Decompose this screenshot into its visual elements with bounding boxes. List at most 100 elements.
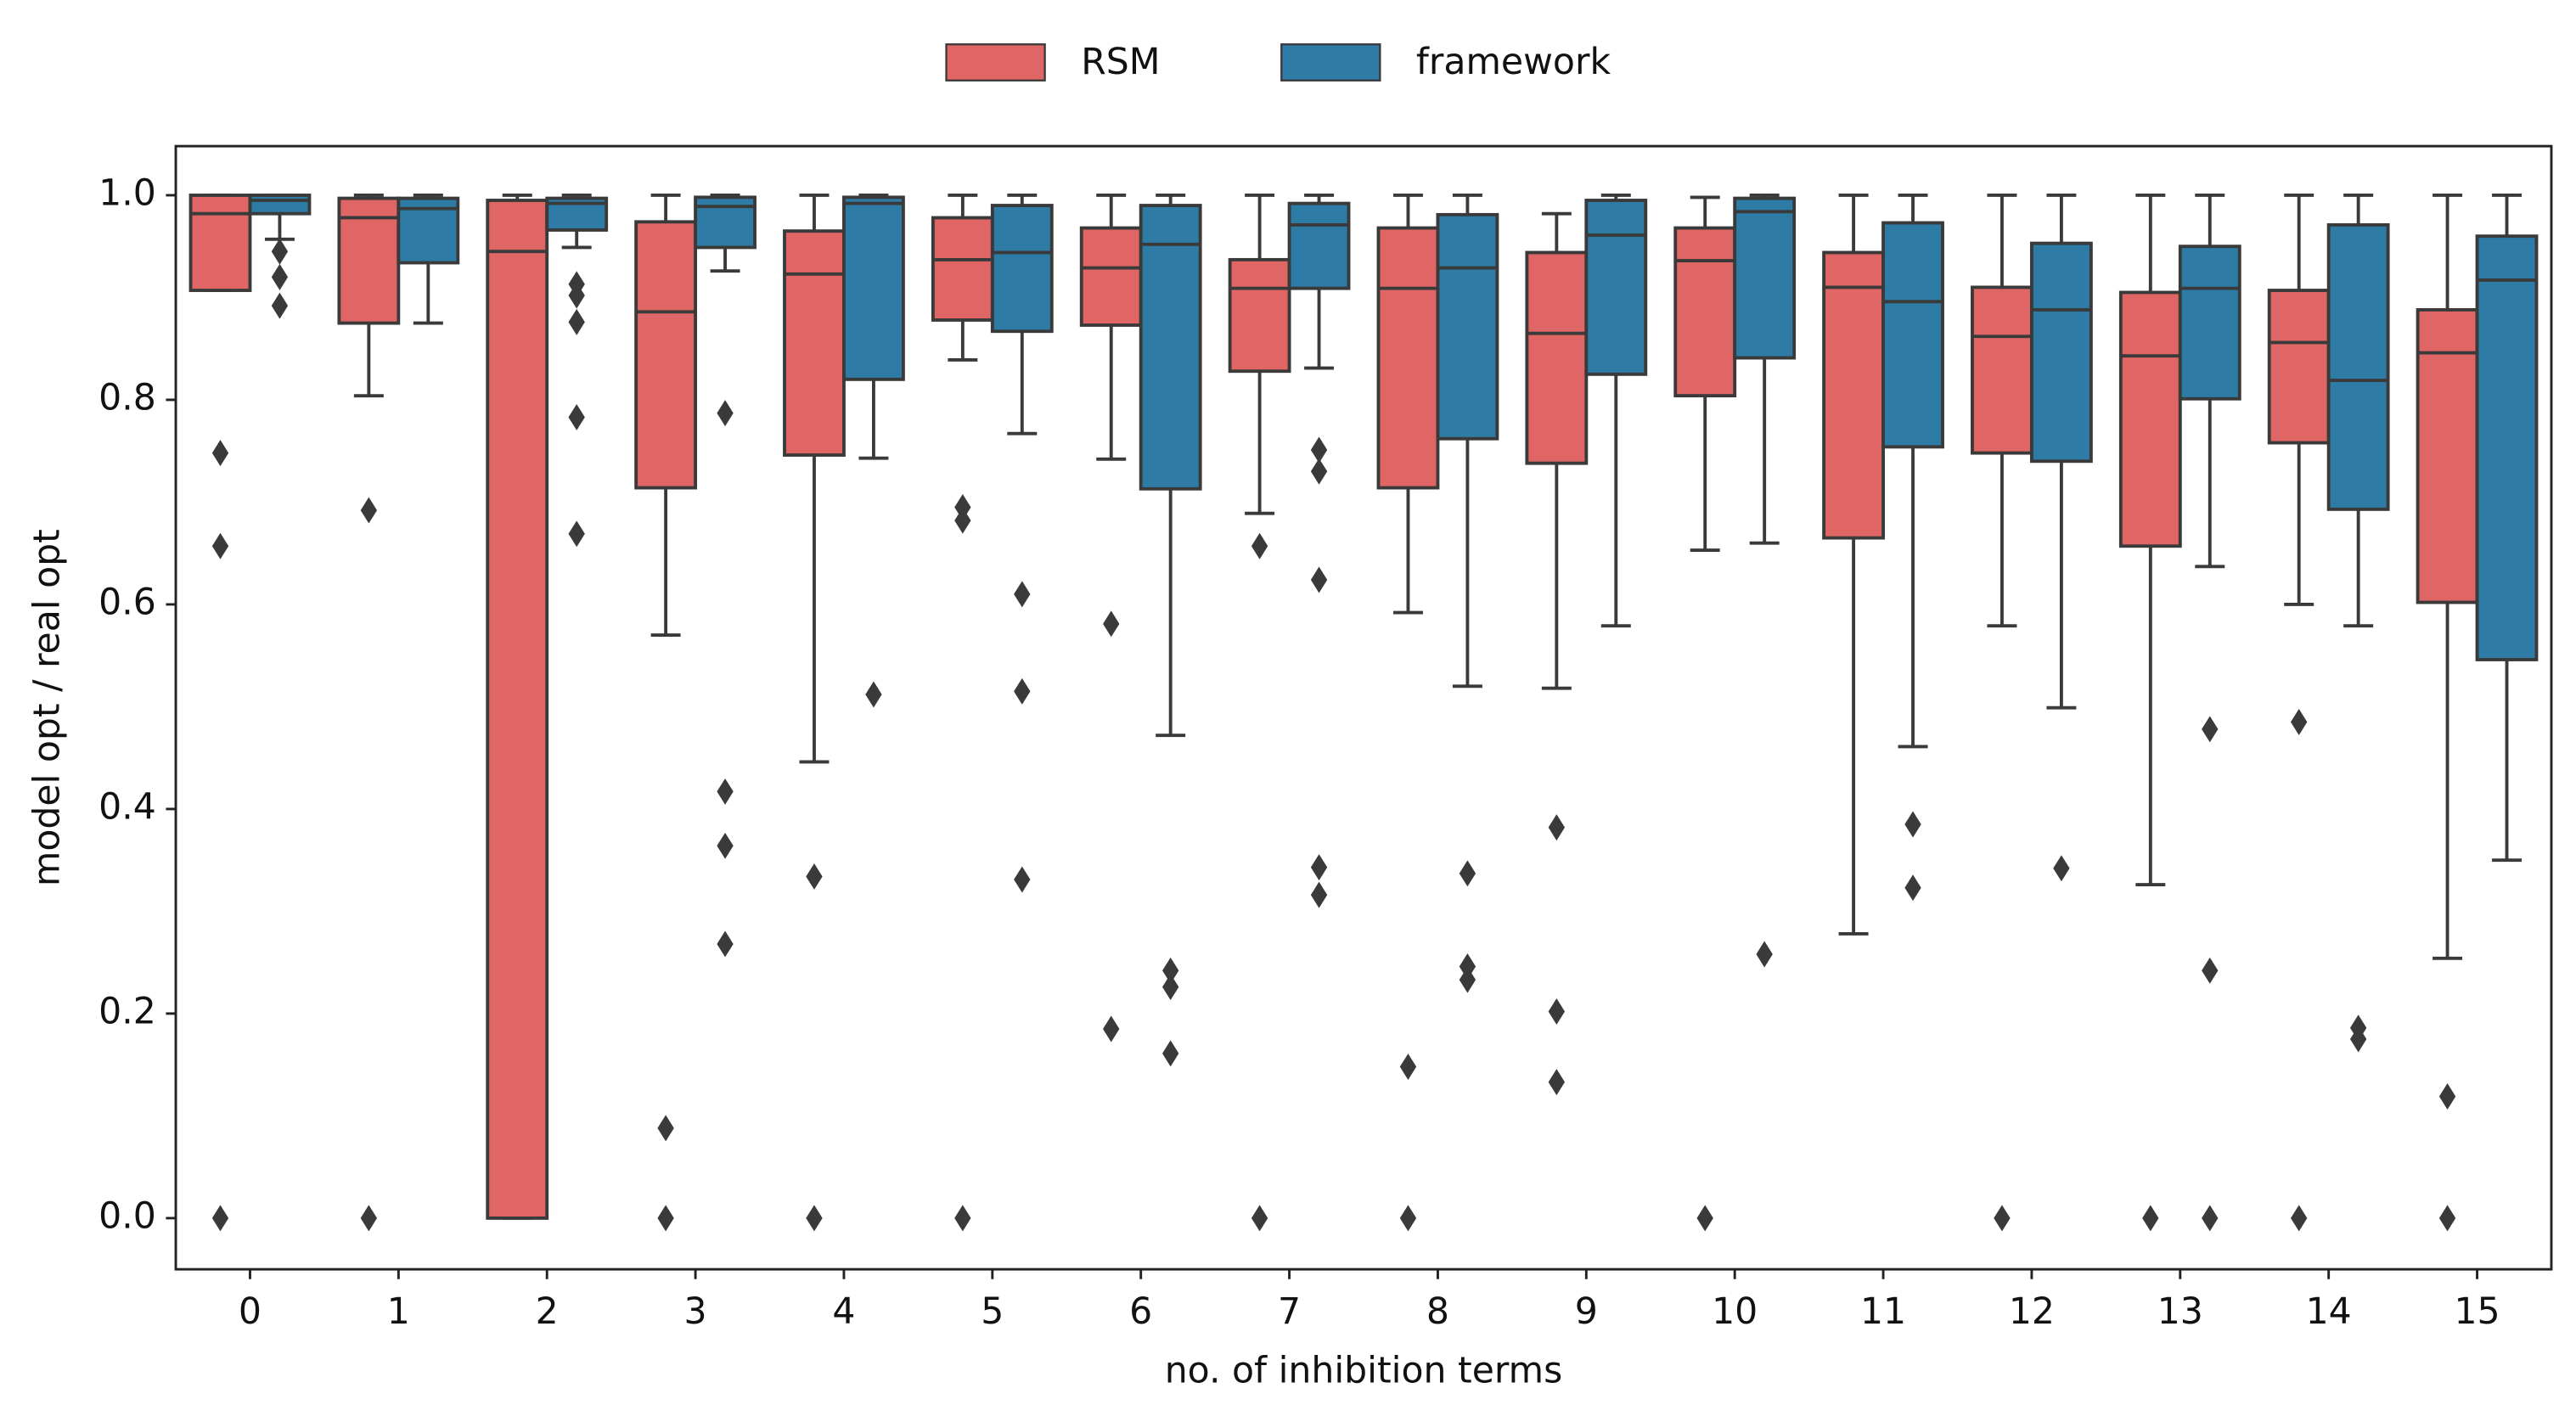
y-tick-label: 0.6 bbox=[98, 581, 156, 623]
box bbox=[188, 194, 252, 292]
flier bbox=[657, 1205, 674, 1232]
box bbox=[842, 195, 905, 381]
flier bbox=[1310, 566, 1328, 593]
flier bbox=[657, 1115, 674, 1142]
x-tick-label: 6 bbox=[1129, 1290, 1152, 1333]
flier bbox=[568, 308, 585, 335]
flier bbox=[717, 930, 734, 958]
flier bbox=[1162, 1040, 1179, 1067]
y-axis-label: model opt / real opt bbox=[26, 529, 69, 886]
flier bbox=[1251, 1205, 1268, 1232]
plot-frame bbox=[174, 144, 2553, 1271]
y-tick-label: 0.4 bbox=[98, 785, 156, 828]
box bbox=[1822, 250, 1885, 540]
flier bbox=[271, 263, 289, 290]
flier bbox=[1162, 974, 1179, 1001]
flier bbox=[717, 400, 734, 427]
box bbox=[1584, 199, 1648, 376]
box bbox=[1228, 257, 1291, 374]
flier bbox=[1310, 854, 1328, 881]
flier bbox=[2202, 957, 2219, 984]
flier bbox=[2291, 1205, 2308, 1232]
flier bbox=[211, 1205, 229, 1232]
box bbox=[783, 229, 846, 457]
box bbox=[1139, 204, 1202, 491]
box bbox=[2178, 244, 2241, 401]
legend-label: framework bbox=[1416, 41, 1611, 83]
flier bbox=[2142, 1205, 2159, 1232]
flier bbox=[1904, 874, 1921, 902]
box bbox=[694, 195, 756, 250]
x-tick-label: 9 bbox=[1575, 1290, 1598, 1333]
flier bbox=[954, 1205, 971, 1232]
flier bbox=[806, 863, 823, 890]
flier bbox=[1459, 860, 1476, 887]
flier bbox=[1756, 941, 1773, 968]
box bbox=[1525, 250, 1589, 465]
y-tick-label: 0.2 bbox=[98, 990, 156, 1032]
y-tick-label: 0.0 bbox=[98, 1194, 156, 1237]
flier bbox=[1459, 953, 1476, 980]
box bbox=[2326, 222, 2390, 511]
box bbox=[1673, 226, 1737, 398]
legend-swatch bbox=[1280, 43, 1381, 81]
x-axis-label: no. of inhibition terms bbox=[1165, 1349, 1563, 1391]
flier bbox=[2202, 1205, 2219, 1232]
x-tick-label: 15 bbox=[2454, 1290, 2500, 1333]
box bbox=[1971, 285, 2033, 455]
box bbox=[1733, 196, 1797, 360]
flier bbox=[1014, 677, 1031, 705]
x-tick-label: 7 bbox=[1278, 1290, 1301, 1333]
flier bbox=[1310, 881, 1328, 908]
flier bbox=[1103, 610, 1120, 638]
flier bbox=[1251, 532, 1268, 559]
flier bbox=[1014, 581, 1031, 608]
flier bbox=[1310, 436, 1328, 464]
flier bbox=[2438, 1205, 2456, 1232]
box bbox=[931, 216, 994, 322]
box bbox=[486, 199, 549, 1220]
flier bbox=[717, 832, 734, 859]
flier bbox=[865, 681, 882, 708]
flier bbox=[1162, 957, 1179, 984]
flier bbox=[1103, 1015, 1120, 1043]
flier bbox=[211, 440, 229, 467]
box bbox=[1079, 226, 1143, 327]
x-tick-label: 10 bbox=[1712, 1290, 1758, 1333]
box bbox=[634, 220, 698, 490]
legend-label: RSM bbox=[1081, 41, 1160, 83]
flier bbox=[1014, 866, 1031, 893]
flier bbox=[1904, 811, 1921, 838]
flier bbox=[360, 1205, 378, 1232]
flier bbox=[1994, 1205, 2011, 1232]
y-tick-label: 1.0 bbox=[98, 171, 156, 214]
flier bbox=[1696, 1205, 1713, 1232]
y-tick-label: 0.8 bbox=[98, 376, 156, 419]
flier bbox=[1459, 966, 1476, 993]
flier bbox=[1548, 1069, 1566, 1096]
x-tick-label: 14 bbox=[2306, 1290, 2352, 1333]
flier bbox=[211, 532, 229, 559]
box bbox=[1881, 221, 1944, 449]
box bbox=[1376, 226, 1440, 490]
flier bbox=[954, 493, 971, 520]
flier bbox=[568, 520, 585, 548]
flier bbox=[1399, 1054, 1417, 1081]
x-tick-label: 1 bbox=[387, 1290, 410, 1333]
box bbox=[2118, 290, 2182, 548]
flier bbox=[2202, 716, 2219, 743]
box bbox=[248, 194, 312, 216]
flier bbox=[1310, 458, 1328, 485]
x-tick-label: 5 bbox=[981, 1290, 1004, 1333]
flier bbox=[271, 238, 289, 265]
flier bbox=[1548, 814, 1566, 841]
flier bbox=[271, 292, 289, 319]
flier bbox=[2291, 709, 2308, 735]
flier bbox=[2053, 855, 2070, 882]
flier bbox=[2438, 1083, 2456, 1110]
box bbox=[990, 204, 1054, 334]
box bbox=[1436, 212, 1499, 441]
flier bbox=[360, 497, 378, 524]
box bbox=[1287, 201, 1351, 290]
